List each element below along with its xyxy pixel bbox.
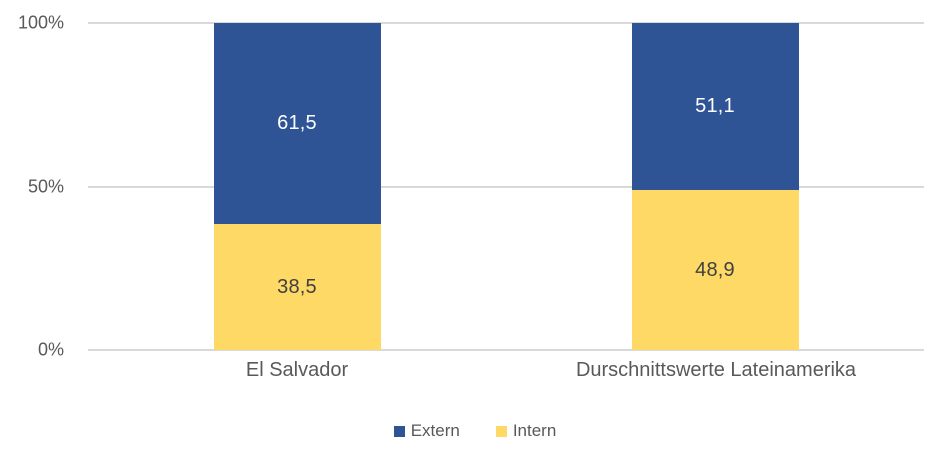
legend-swatch-intern: [495, 425, 507, 437]
chart-legend: Extern Intern: [0, 421, 950, 441]
bar-segment-intern: 48,9: [631, 190, 799, 350]
plot-area: 61,5 38,5 51,1 48,9: [88, 22, 924, 351]
data-label: 51,1: [695, 95, 735, 118]
y-tick-50: 50%: [27, 176, 64, 197]
data-label: 61,5: [277, 112, 317, 135]
bar-segment-extern: 51,1: [631, 23, 799, 191]
legend-label-extern: Extern: [410, 421, 460, 440]
data-label: 38,5: [277, 275, 317, 298]
y-tick-0: 0%: [37, 339, 64, 360]
legend-swatch-extern: [393, 425, 405, 437]
gridline-0: [88, 349, 924, 351]
legend-item-extern: Extern: [393, 421, 460, 441]
gridline-100: [88, 22, 924, 24]
gridline-50: [88, 185, 924, 188]
legend-item-intern: Intern: [495, 421, 557, 441]
bar-el-salvador: 61,5 38,5: [213, 23, 381, 350]
y-axis: 100% 50% 0%: [0, 0, 64, 468]
bar-durschnittswerte-lateinamerika: 51,1 48,9: [631, 23, 799, 350]
y-tick-100: 100%: [17, 12, 64, 33]
bar-segment-intern: 38,5: [213, 224, 381, 350]
category-label-el-salvador: El Salvador: [245, 359, 349, 381]
bar-segment-extern: 61,5: [213, 23, 381, 225]
category-label-lateinamerika: Durschnittswerte Lateinamerika: [575, 359, 857, 381]
data-label: 48,9: [695, 258, 735, 281]
legend-label-intern: Intern: [512, 421, 557, 440]
